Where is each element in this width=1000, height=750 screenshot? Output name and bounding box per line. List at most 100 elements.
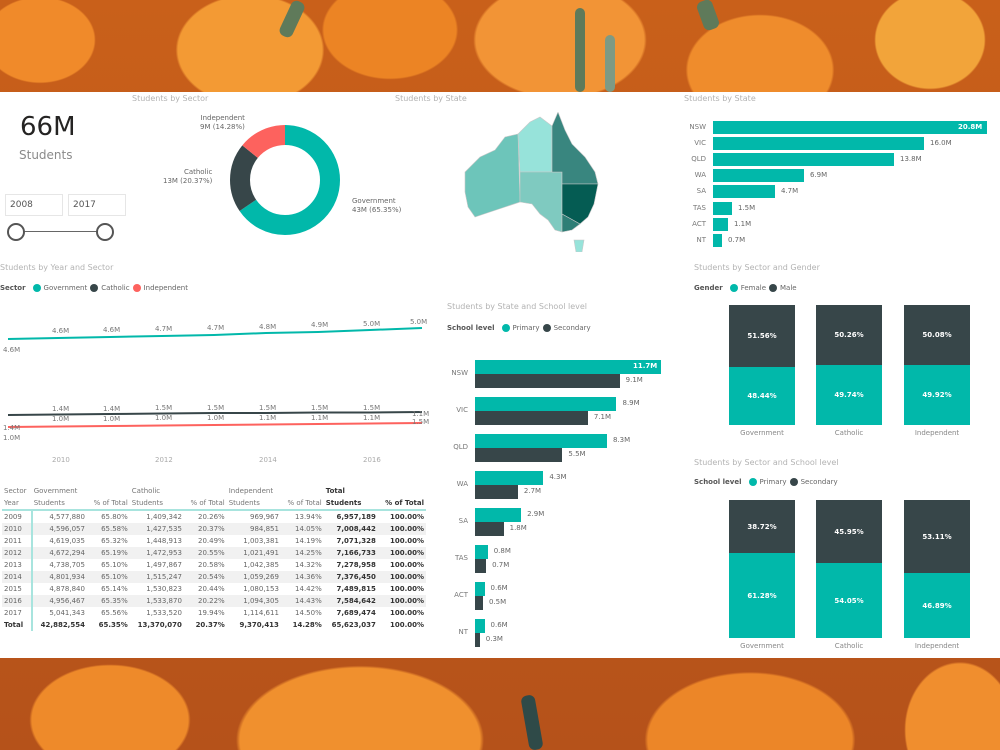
segment-secondary[interactable]: 45.95% xyxy=(816,500,882,564)
map-state-sa[interactable] xyxy=(519,171,563,233)
column-header[interactable]: % of Total xyxy=(377,497,426,511)
map-state-qld[interactable] xyxy=(551,112,599,185)
bar-sa-primary[interactable] xyxy=(475,508,522,522)
bar-act-primary[interactable] xyxy=(475,582,485,596)
segment-male[interactable]: 50.08% xyxy=(904,305,970,366)
bar-vic-secondary[interactable] xyxy=(475,411,588,425)
map-state-tas[interactable] xyxy=(573,239,585,252)
bar-tas[interactable] xyxy=(713,202,732,215)
bar-nt-secondary[interactable] xyxy=(475,633,480,647)
bar-tas-primary[interactable] xyxy=(475,545,488,559)
segment-primary[interactable]: 46.89% xyxy=(904,573,970,638)
slicer-start-input[interactable]: 2008 xyxy=(5,194,63,216)
map-state-vic[interactable] xyxy=(561,213,581,233)
legend-item-female[interactable]: Female xyxy=(740,284,766,292)
table-row[interactable]: 2012 4,672,294 65.19% 1,472,953 20.55% 1,021,… xyxy=(2,547,426,559)
segment-secondary[interactable]: 38.72% xyxy=(729,500,795,554)
column-header[interactable]: Students xyxy=(31,497,87,511)
segment-primary[interactable]: 61.28% xyxy=(729,553,795,638)
column-independent[interactable]: 53.11% 46.89% xyxy=(904,500,970,638)
table-row[interactable]: 2016 4,956,467 65.35% 1,533,870 20.22% 1,094,… xyxy=(2,595,426,607)
table-total-row[interactable]: Total 42,882,554 65.35% 13,370,070 20.37% 9,3… xyxy=(2,619,426,631)
gender-legend: Gender Female Male xyxy=(694,284,797,292)
table-row[interactable]: 2013 4,738,705 65.10% 1,497,867 20.58% 1,042,… xyxy=(2,559,426,571)
bar-nsw-secondary[interactable] xyxy=(475,374,620,388)
column-header[interactable]: Government xyxy=(33,487,78,495)
column-government[interactable]: 38.72% 61.28% xyxy=(729,500,795,638)
sector-legend: Sector Government Catholic Independent xyxy=(0,284,188,292)
column-header[interactable]: % of Total xyxy=(280,497,324,511)
slicer-start-handle[interactable] xyxy=(7,223,25,241)
line-independent[interactable] xyxy=(7,422,423,428)
bar-wa-primary[interactable] xyxy=(475,471,544,485)
column-catholic[interactable]: 45.95% 54.05% xyxy=(816,500,882,638)
column-header[interactable]: Sector xyxy=(4,487,27,495)
column-header[interactable]: Year xyxy=(2,497,32,511)
data-label: 4.7M xyxy=(207,324,225,332)
line-government[interactable] xyxy=(7,327,423,340)
segment-female[interactable]: 49.92% xyxy=(904,365,970,425)
bar-nt-primary[interactable] xyxy=(475,619,485,633)
segment-female[interactable]: 49.74% xyxy=(816,365,882,425)
legend-item-catholic[interactable]: Catholic xyxy=(101,284,130,292)
legend-item-primary[interactable]: Primary xyxy=(759,478,787,486)
bar-tas-secondary[interactable] xyxy=(475,559,487,573)
bar-act-secondary[interactable] xyxy=(475,596,483,610)
bar-vic-primary[interactable] xyxy=(475,397,617,411)
legend-item-male[interactable]: Male xyxy=(780,284,797,292)
table-row[interactable]: 2017 5,041,343 65.56% 1,533,520 19.94% 1,114,… xyxy=(2,607,426,619)
bar-nt[interactable] xyxy=(713,234,722,247)
bar-qld-secondary[interactable] xyxy=(475,448,563,462)
column-independent[interactable]: 50.08% 49.92% xyxy=(904,305,970,425)
year-sector-line-chart[interactable] xyxy=(0,307,440,437)
legend-item-secondary[interactable]: Secondary xyxy=(553,324,591,332)
segment-female[interactable]: 48.44% xyxy=(729,366,795,425)
column-header[interactable]: % of Total xyxy=(86,497,130,511)
donut-slice-independent[interactable] xyxy=(230,125,340,235)
slicer-end-handle[interactable] xyxy=(96,223,114,241)
column-header[interactable]: Students xyxy=(323,497,378,511)
column-header[interactable]: Students xyxy=(226,497,281,511)
table-row[interactable]: 2015 4,878,840 65.14% 1,530,823 20.44% 1,080,… xyxy=(2,583,426,595)
column-header[interactable]: Total xyxy=(325,487,345,495)
map-state-wa[interactable] xyxy=(464,133,521,218)
segment-male[interactable]: 50.26% xyxy=(816,305,882,366)
legend-title: School level xyxy=(694,478,742,486)
column-header[interactable]: Independent xyxy=(228,487,274,495)
segment-secondary[interactable]: 53.11% xyxy=(904,500,970,574)
sector-donut-chart[interactable] xyxy=(225,120,345,240)
bar-wa-secondary[interactable] xyxy=(475,485,518,499)
legend-item-independent[interactable]: Independent xyxy=(143,284,188,292)
legend-item-primary[interactable]: Primary xyxy=(512,324,540,332)
bar-wa[interactable] xyxy=(713,169,804,182)
column-catholic[interactable]: 50.26% 49.74% xyxy=(816,305,882,425)
bar-qld[interactable] xyxy=(713,153,894,166)
column-government[interactable]: 51.56% 48.44% xyxy=(729,305,795,425)
legend-dot-icon xyxy=(748,478,757,486)
column-header[interactable]: Students xyxy=(129,497,184,511)
bar-act[interactable] xyxy=(713,218,728,231)
bar-sa[interactable] xyxy=(713,185,775,198)
australia-map[interactable] xyxy=(460,112,610,252)
bar-nsw-primary[interactable] xyxy=(475,360,661,374)
column-header[interactable]: Catholic xyxy=(131,487,161,495)
table-row[interactable]: 2011 4,619,035 65.32% 1,448,913 20.49% 1,003,… xyxy=(2,535,426,547)
data-label: 1.0M xyxy=(103,415,121,423)
table-row[interactable]: 2010 4,596,057 65.58% 1,427,535 20.37% 984,85… xyxy=(2,523,426,535)
legend-item-secondary[interactable]: Secondary xyxy=(800,478,838,486)
bar-nsw[interactable] xyxy=(713,121,987,134)
legend-item-government[interactable]: Government xyxy=(43,284,88,292)
bar-vic[interactable] xyxy=(713,137,924,150)
slicer-end-input[interactable]: 2017 xyxy=(68,194,126,216)
table-row[interactable]: 2014 4,801,934 65.10% 1,515,247 20.54% 1,059,… xyxy=(2,571,426,583)
donut-label-value: 13M (20.37%) xyxy=(163,177,213,185)
bar-sa-secondary[interactable] xyxy=(475,522,504,536)
segment-male[interactable]: 51.56% xyxy=(729,305,795,367)
donut-slice-catholic[interactable] xyxy=(230,125,340,235)
segment-primary[interactable]: 54.05% xyxy=(816,563,882,638)
table-row[interactable]: 2009 4,577,880 65.80% 1,409,342 20.26% 969,96… xyxy=(2,510,426,523)
line-catholic[interactable] xyxy=(7,411,423,416)
map-state-nt[interactable] xyxy=(517,116,553,173)
bar-qld-primary[interactable] xyxy=(475,434,607,448)
column-header[interactable]: % of Total xyxy=(183,497,227,511)
